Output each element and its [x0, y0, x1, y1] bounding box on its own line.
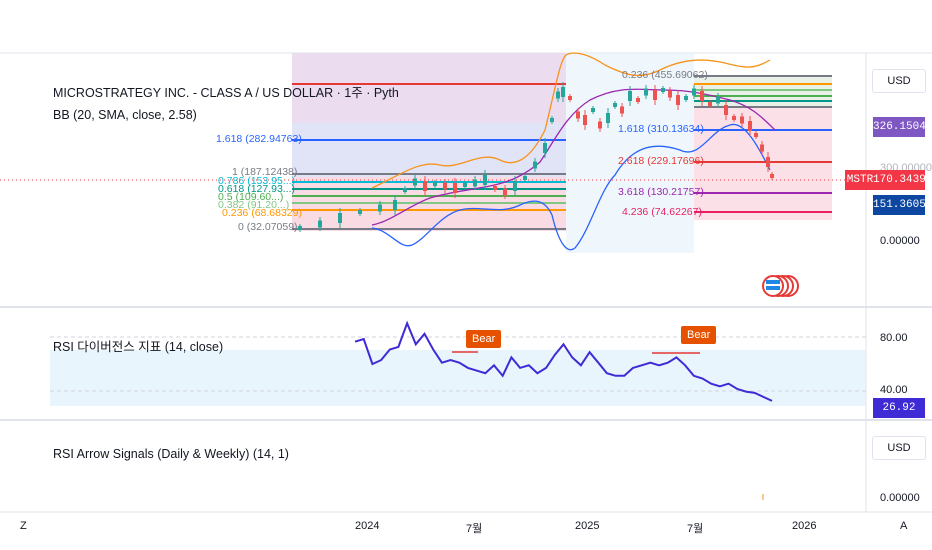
- bear-divergence-label-1: Bear: [466, 330, 502, 348]
- candle-body: [463, 183, 467, 187]
- candle-body: [598, 121, 602, 129]
- candle-body: [628, 91, 632, 101]
- candle-body: [403, 188, 407, 192]
- candle-body: [443, 182, 447, 190]
- candle-body: [523, 176, 527, 180]
- rsi-line: [354, 320, 773, 402]
- fib-label-0: 0 (32.07059): [238, 221, 298, 233]
- fib-right-label-0236: 0.236 (455.69062): [622, 69, 708, 81]
- candle-body: [358, 210, 362, 214]
- candle-body: [503, 188, 507, 196]
- candle-body: [550, 118, 554, 122]
- candle-body: [433, 182, 437, 186]
- candle-body: [766, 157, 770, 167]
- bb-upper-price-tag: 326.15040: [873, 117, 932, 137]
- candle-body: [606, 113, 610, 123]
- last-price-tag: 170.34399: [873, 170, 932, 190]
- fib-right-label-3618: 3.618 (130.21757): [618, 186, 704, 198]
- candle-body: [483, 175, 487, 185]
- time-label-jul-2024: 7월: [466, 523, 483, 535]
- rsi-band: [50, 350, 866, 406]
- candle-body: [493, 186, 497, 190]
- candle-body: [668, 90, 672, 98]
- candle-body: [423, 181, 427, 191]
- zone-left-violet: [292, 53, 566, 123]
- candle-body: [653, 90, 657, 100]
- candle-body: [760, 144, 764, 152]
- fib-label-0786: 0.786 (153.95...): [218, 175, 296, 187]
- timezone-toggle[interactable]: Z: [20, 520, 27, 532]
- candle-body: [620, 106, 624, 114]
- time-label-2026: 2026: [792, 520, 817, 532]
- rsi-value-tag: 26.92: [873, 398, 925, 418]
- candle-body: [676, 95, 680, 105]
- fib-right-label-4236: 4.236 (74.62267): [622, 206, 702, 218]
- rsi-axis-40: 40.00: [880, 384, 908, 396]
- bb-lower-band: [371, 123, 771, 251]
- symbol-title[interactable]: MICROSTRATEGY INC. - CLASS A / US DOLLAR…: [53, 86, 399, 100]
- candle-body: [453, 183, 457, 193]
- candle-body: [318, 220, 322, 228]
- fib-label-05: 0.5 (109.60...): [218, 191, 284, 203]
- price-level-0: 0.00000: [880, 235, 920, 247]
- candle-body: [591, 108, 595, 112]
- candle-body: [740, 116, 744, 124]
- auto-scale-toggle[interactable]: A: [900, 520, 908, 532]
- candle-body: [661, 88, 665, 92]
- fib-label-1618: 1.618 (282.94763): [216, 133, 302, 145]
- candle-body: [732, 116, 736, 120]
- bb-indicator-legend[interactable]: BB (20, SMA, close, 2.58): [53, 108, 197, 122]
- arrow-pane-zero: 0.00000: [880, 492, 920, 504]
- bb-upper-band: [371, 52, 771, 189]
- candle-body: [556, 91, 560, 99]
- rsi-axis-80: 80.00: [880, 332, 908, 344]
- candle-body: [583, 115, 587, 125]
- candle-body: [724, 105, 728, 115]
- candle-body: [473, 179, 477, 187]
- zone-left-blue: [292, 123, 566, 177]
- fib-right-label-2618: 2.618 (229.17696): [618, 155, 704, 167]
- arrow-pane-currency[interactable]: USD: [872, 436, 926, 460]
- candle-body: [568, 96, 572, 100]
- candle-body: [533, 161, 537, 169]
- earnings-flag-icon[interactable]: [762, 275, 799, 297]
- candle-body: [298, 226, 302, 230]
- candle-body: [561, 87, 565, 97]
- candle-body: [576, 111, 580, 119]
- candle-body: [716, 96, 720, 104]
- fib-label-1: 1 (187.12438): [232, 166, 298, 178]
- time-label-2025: 2025: [575, 520, 600, 532]
- candle-body: [543, 143, 547, 153]
- symbol-tag: MSTR: [845, 170, 875, 190]
- candle-body: [754, 133, 758, 137]
- candle-body: [644, 88, 648, 96]
- candle-body: [636, 98, 640, 102]
- candle-body: [513, 181, 517, 191]
- candle-body: [413, 178, 417, 186]
- bb-lower-price-tag: 151.36057: [873, 195, 932, 215]
- candle-body: [378, 204, 382, 212]
- rsi-indicator-legend[interactable]: RSI 다이버전스 지표 (14, close): [53, 340, 224, 354]
- candle-body: [748, 121, 752, 131]
- fib-label-0382: 0.382 (91.20...): [218, 199, 290, 211]
- candlestick-series: [298, 82, 774, 232]
- candle-body: [770, 174, 774, 178]
- candle-body: [393, 200, 397, 210]
- candle-body: [708, 102, 712, 106]
- zone-mid-blue: [566, 53, 694, 253]
- fib-right-label-1618: 1.618 (310.13634): [618, 123, 704, 135]
- currency-selector[interactable]: USD: [872, 69, 926, 93]
- candle-body: [613, 103, 617, 107]
- candle-body: [684, 96, 688, 100]
- candle-body: [692, 88, 696, 96]
- time-label-jul-2025: 7월: [687, 523, 704, 535]
- time-label-2024: 2024: [355, 520, 380, 532]
- candle-body: [700, 91, 704, 101]
- arrow-indicator-legend[interactable]: RSI Arrow Signals (Daily & Weekly) (14, …: [53, 447, 289, 461]
- fib-label-0236: 0.236 (68.68329): [222, 207, 302, 219]
- bear-divergence-label-2: Bear: [681, 326, 717, 344]
- fib-label-0618: 0.618 (127.93...): [218, 183, 296, 195]
- candle-body: [338, 213, 342, 223]
